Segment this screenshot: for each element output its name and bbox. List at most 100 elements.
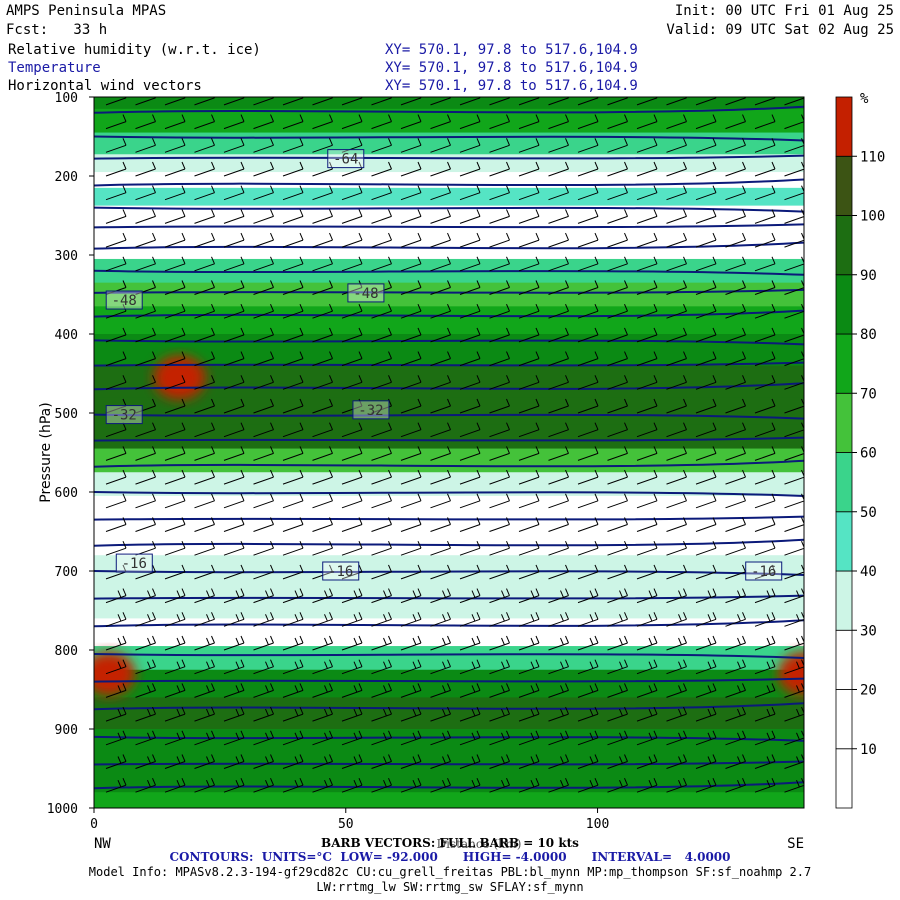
wind-barb: [754, 375, 776, 390]
wind-barb: [135, 422, 156, 438]
wind-barb: [666, 635, 687, 651]
wind-barb: [282, 304, 304, 319]
rh-max-cell: [778, 651, 804, 696]
contour-label: -16: [751, 564, 776, 580]
wind-barb: [105, 114, 127, 130]
wind-barb: [518, 730, 540, 746]
wind-barb: [636, 375, 658, 390]
wind-barb: [607, 327, 628, 343]
wind-barb: [282, 683, 304, 698]
wind-barb: [725, 209, 746, 224]
rh-band: [94, 239, 804, 260]
wind-barb: [489, 375, 510, 390]
wind-barb: [607, 564, 628, 580]
isotherm-line: [94, 223, 804, 229]
wind-barb: [282, 422, 304, 438]
wind-barb: [253, 256, 274, 272]
contour-label-box: [352, 400, 390, 420]
wind-barb: [666, 138, 687, 153]
wind-barb: [400, 683, 422, 698]
wind-barb: [459, 706, 481, 722]
wind-barb: [636, 97, 658, 106]
wind-barb: [666, 683, 687, 698]
wind-barb: [607, 185, 628, 201]
x-tick-label: 100: [586, 817, 609, 832]
wind-barb: [784, 778, 804, 793]
colorbar: 10 20 30 40 50 60 70 80 90 100 110%: [835, 91, 885, 809]
rh-max-cell: [153, 355, 206, 400]
wind-barb: [607, 612, 628, 627]
rh-band: [94, 365, 804, 398]
wind-barb: [253, 754, 274, 769]
wind-barb: [518, 327, 540, 343]
wind-barb: [754, 564, 776, 580]
wind-barb: [282, 280, 304, 295]
wind-barb: [400, 517, 422, 532]
wind-barb: [489, 161, 510, 177]
wind-barb: [754, 706, 776, 722]
contour-label-box: [327, 149, 365, 169]
isotherm-line: [94, 652, 804, 659]
wind-barb: [253, 232, 274, 248]
wind-barb: [666, 564, 687, 580]
wind-barb: [754, 754, 776, 769]
wind-barb: [430, 256, 451, 272]
field-rh-xy: XY= 570.1, 97.8 to 517.6,104.9: [385, 42, 638, 58]
wind-barb: [105, 588, 127, 604]
wind-barb: [784, 304, 804, 319]
wind-barb: [636, 280, 658, 295]
wind-barb: [725, 446, 746, 461]
wind-barb: [666, 375, 687, 390]
wind-barb: [341, 778, 363, 793]
wind-barb: [223, 398, 245, 414]
colorbar-tick-label: 80: [860, 327, 877, 343]
wind-barb: [430, 351, 451, 367]
wind-barb: [371, 327, 392, 343]
wind-barb: [636, 422, 658, 438]
rh-band: [94, 646, 804, 671]
wind-barb: [223, 754, 245, 769]
wind-barb: [371, 635, 392, 651]
wind-barb: [459, 588, 481, 604]
wind-barb: [223, 114, 245, 130]
wind-barb: [282, 754, 304, 769]
wind-barb: [636, 185, 658, 201]
wind-barb: [725, 422, 746, 438]
wind-barb: [784, 398, 804, 414]
wind-barb: [105, 659, 127, 675]
isotherm-line: [94, 515, 804, 521]
wind-barb: [636, 327, 658, 343]
wind-barb: [518, 635, 540, 651]
wind-barb: [164, 778, 186, 793]
wind-barb: [341, 256, 363, 272]
contour-label: -48: [112, 293, 137, 309]
wind-barb: [341, 232, 363, 248]
wind-barb: [105, 446, 127, 461]
wind-barb: [489, 730, 510, 746]
wind-barb: [312, 398, 333, 414]
wind-barb: [577, 280, 599, 295]
wind-barb: [223, 375, 245, 390]
wind-barb: [695, 706, 717, 722]
wind-barb: [430, 97, 451, 106]
isotherm-line: [94, 269, 804, 276]
wind-barb: [518, 209, 540, 224]
wind-barb: [636, 683, 658, 698]
wind-barb: [253, 493, 274, 509]
y-tick-label: 500: [55, 407, 78, 422]
wind-barb: [548, 754, 569, 769]
wind-barb: [253, 138, 274, 153]
y-axis-label: Pressure (hPa): [38, 402, 54, 502]
wind-barb: [489, 97, 510, 106]
wind-barb: [135, 97, 156, 106]
wind-barb: [695, 232, 717, 248]
wind-barb: [223, 351, 245, 367]
wind-barb: [607, 706, 628, 722]
wind-barb: [312, 375, 333, 390]
wind-barb: [577, 375, 599, 390]
contour-label: -16: [122, 556, 147, 572]
wind-barb: [371, 564, 392, 580]
wind-barb: [105, 730, 127, 746]
wind-barb: [489, 422, 510, 438]
wind-barb: [725, 398, 746, 414]
